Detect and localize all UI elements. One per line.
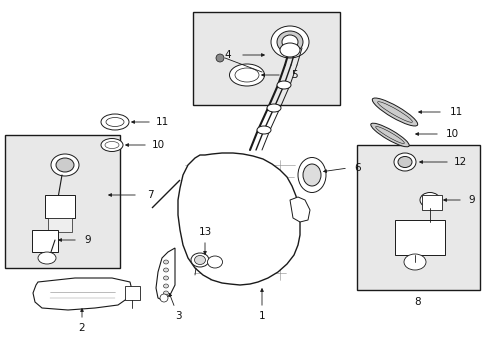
Bar <box>5 135 120 268</box>
Polygon shape <box>33 278 132 310</box>
Ellipse shape <box>160 294 168 302</box>
Ellipse shape <box>403 254 425 270</box>
Ellipse shape <box>229 64 264 86</box>
Polygon shape <box>152 180 180 208</box>
Text: 10: 10 <box>445 129 458 139</box>
Text: 4: 4 <box>224 50 231 60</box>
Ellipse shape <box>280 43 299 57</box>
Ellipse shape <box>370 123 408 147</box>
Ellipse shape <box>216 54 224 62</box>
Text: 7: 7 <box>146 190 153 200</box>
Ellipse shape <box>303 164 320 186</box>
Ellipse shape <box>101 139 123 152</box>
Ellipse shape <box>207 256 222 268</box>
Text: 9: 9 <box>84 235 91 245</box>
Ellipse shape <box>194 256 205 265</box>
Text: 12: 12 <box>452 157 466 167</box>
Text: 13: 13 <box>198 227 211 237</box>
Ellipse shape <box>56 158 74 172</box>
Ellipse shape <box>297 157 325 193</box>
Polygon shape <box>178 153 299 285</box>
Text: 9: 9 <box>468 195 474 205</box>
Ellipse shape <box>163 276 168 280</box>
Text: 3: 3 <box>174 311 181 321</box>
Ellipse shape <box>270 26 308 58</box>
Bar <box>32 230 58 252</box>
Ellipse shape <box>101 114 129 130</box>
Bar <box>421 195 441 210</box>
Text: 2: 2 <box>79 323 85 333</box>
Text: 11: 11 <box>155 117 168 127</box>
Bar <box>45 195 75 218</box>
Ellipse shape <box>266 104 281 112</box>
Ellipse shape <box>276 81 290 89</box>
Ellipse shape <box>257 126 270 134</box>
Ellipse shape <box>397 157 411 167</box>
Ellipse shape <box>51 154 79 176</box>
Ellipse shape <box>163 268 168 272</box>
Text: 1: 1 <box>258 311 265 321</box>
Bar <box>125 286 140 300</box>
Text: 10: 10 <box>151 140 164 150</box>
Ellipse shape <box>419 193 439 207</box>
Bar <box>48 218 72 232</box>
Text: 8: 8 <box>414 297 421 307</box>
Ellipse shape <box>163 284 168 288</box>
Ellipse shape <box>371 98 417 126</box>
Ellipse shape <box>38 252 56 264</box>
Ellipse shape <box>393 153 415 171</box>
Bar <box>394 220 444 255</box>
Polygon shape <box>156 248 175 300</box>
Ellipse shape <box>276 31 303 53</box>
Ellipse shape <box>163 291 168 295</box>
Text: 5: 5 <box>290 70 297 80</box>
Text: 11: 11 <box>448 107 462 117</box>
Text: 6: 6 <box>354 163 361 173</box>
Bar <box>356 145 479 290</box>
Bar <box>193 12 339 105</box>
Ellipse shape <box>191 253 208 267</box>
Ellipse shape <box>163 260 168 264</box>
Ellipse shape <box>282 35 297 49</box>
Polygon shape <box>289 197 309 222</box>
